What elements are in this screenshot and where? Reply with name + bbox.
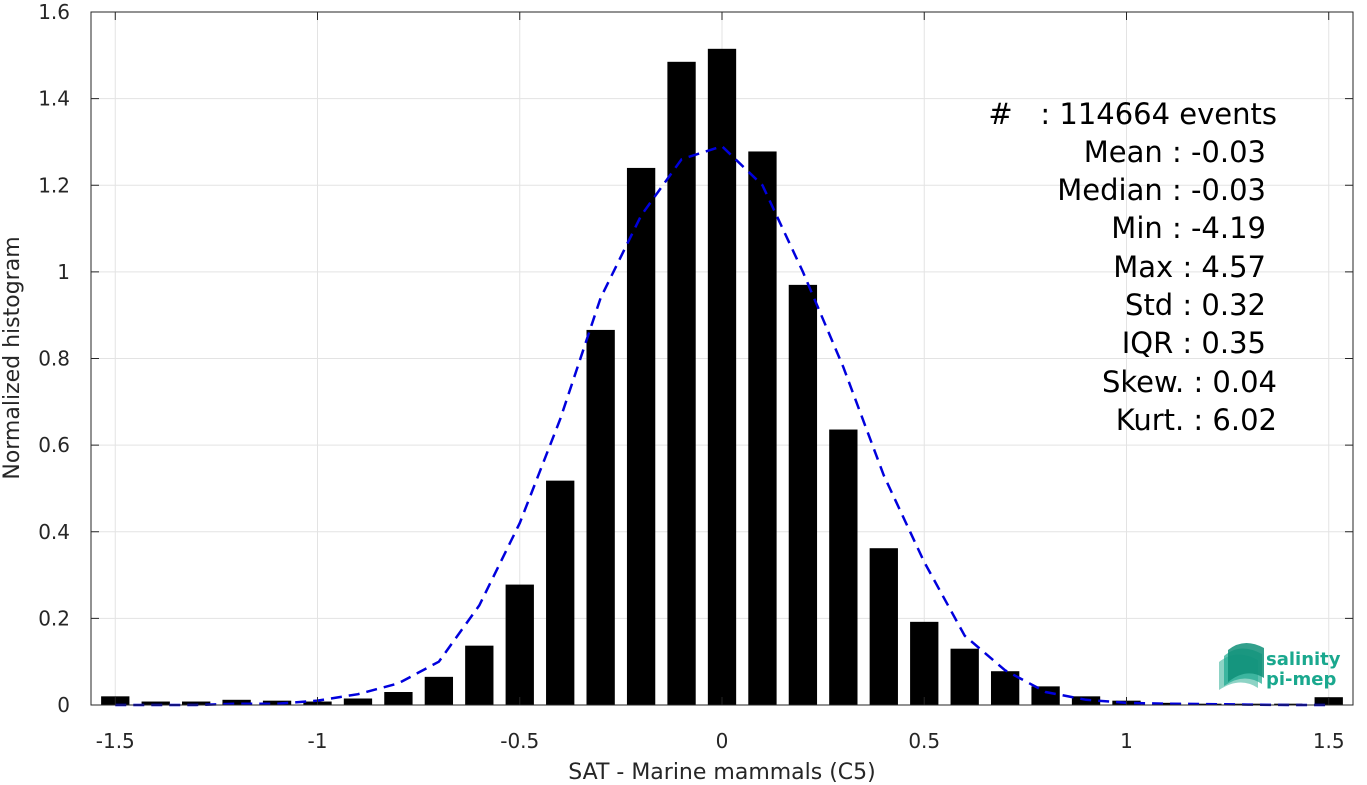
y-tick-label: 1.6	[38, 0, 70, 24]
histogram-bar	[182, 701, 211, 705]
histogram-bar	[667, 61, 696, 705]
stat-kurt: Kurt. : 6.02	[1116, 403, 1277, 437]
y-tick-label: 1	[57, 260, 70, 284]
x-tick-label: -1	[308, 729, 328, 753]
histogram-bar	[141, 701, 170, 705]
histogram-bar	[1152, 702, 1182, 705]
stat-count: # : 114664 events	[988, 97, 1277, 131]
y-tick-label: 1.2	[38, 173, 70, 197]
x-tick-label: 1.5	[1313, 729, 1345, 753]
stat-mean: Mean : -0.03	[1084, 135, 1266, 169]
histogram-bar	[546, 480, 575, 705]
y-tick-label: 1.4	[38, 87, 70, 111]
wave-logo-icon	[1219, 642, 1264, 690]
y-tick-label: 0.2	[38, 606, 70, 630]
y-tick-label: 0.6	[38, 433, 70, 457]
stat-min: Min : -4.19	[1111, 211, 1266, 245]
stat-iqr: IQR : 0.35	[1122, 326, 1266, 360]
histogram-bar	[748, 151, 777, 705]
x-tick-label: 0	[716, 729, 729, 753]
histogram-bar	[222, 699, 251, 705]
logo-line2: pi-mep	[1266, 669, 1336, 690]
histogram-bar	[1031, 686, 1060, 705]
histogram-bar	[950, 648, 979, 705]
y-tick-labels: 0 0.2 0.4 0.6 0.8 1 1.2 1.4 1.6	[38, 0, 70, 717]
stat-median: Median : -0.03	[1057, 173, 1266, 207]
x-axis-label: SAT - Marine mammals (C5)	[568, 760, 876, 785]
y-tick-label: 0.8	[38, 347, 70, 371]
x-tick-label: -0.5	[500, 729, 539, 753]
histogram-bar	[990, 671, 1020, 705]
axis-ticks	[91, 11, 1353, 706]
y-axis-label: Normalized histogram	[0, 236, 25, 479]
histogram-bar	[262, 700, 292, 705]
x-tick-label: 1	[1120, 729, 1133, 753]
y-tick-label: 0.4	[38, 520, 70, 544]
salinity-pi-mep-logo: salinity pi-mep	[1219, 642, 1341, 690]
logo-line1: salinity	[1266, 649, 1341, 670]
histogram-bar	[505, 584, 534, 705]
stat-max: Max : 4.57	[1113, 250, 1266, 284]
histogram-bar	[424, 676, 454, 705]
histogram-bar	[869, 548, 898, 705]
histogram-bar	[343, 698, 373, 705]
y-tick-label: 0	[57, 693, 70, 717]
histogram-bar	[707, 48, 737, 706]
x-tick-label: -1.5	[96, 729, 135, 753]
histogram-bar	[384, 692, 413, 705]
histogram-bar	[586, 329, 615, 705]
histogram-bars	[101, 48, 1343, 706]
stat-skew: Skew. : 0.04	[1102, 365, 1277, 399]
x-tick-labels: -1.5 -1 -0.5 0 0.5 1 1.5	[96, 729, 1345, 753]
histogram-bar	[829, 429, 858, 705]
histogram-bar	[626, 167, 656, 706]
histogram-bar	[465, 645, 494, 705]
histogram-bar	[788, 284, 818, 705]
x-tick-label: 0.5	[908, 729, 940, 753]
stat-std: Std : 0.32	[1125, 288, 1266, 322]
histogram-bar	[910, 621, 939, 705]
stats-annotation: # : 114664 events Mean : -0.03 Median : …	[988, 97, 1277, 437]
